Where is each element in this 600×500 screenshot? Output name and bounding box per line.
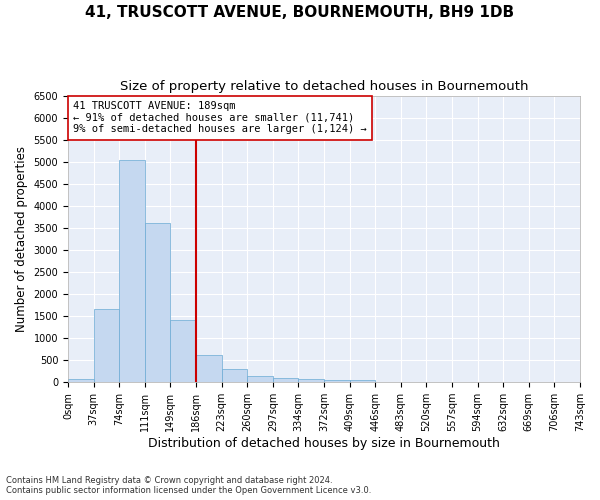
Text: 41, TRUSCOTT AVENUE, BOURNEMOUTH, BH9 1DB: 41, TRUSCOTT AVENUE, BOURNEMOUTH, BH9 1D… [85, 5, 515, 20]
Bar [94, 310, 119, 382]
Bar [68, 379, 94, 382]
Text: 41 TRUSCOTT AVENUE: 189sqm
← 91% of detached houses are smaller (11,741)
9% of s: 41 TRUSCOTT AVENUE: 189sqm ← 91% of deta… [73, 102, 367, 134]
Bar [350, 380, 375, 382]
Bar [273, 378, 298, 382]
Title: Size of property relative to detached houses in Bournemouth: Size of property relative to detached ho… [120, 80, 528, 93]
Bar [170, 320, 196, 382]
Bar [196, 355, 221, 382]
Y-axis label: Number of detached properties: Number of detached properties [15, 146, 28, 332]
Bar [298, 379, 324, 382]
Bar [221, 370, 247, 382]
Bar [247, 376, 273, 382]
Bar [119, 160, 145, 382]
Text: Contains HM Land Registry data © Crown copyright and database right 2024.
Contai: Contains HM Land Registry data © Crown c… [6, 476, 371, 495]
Bar [145, 224, 170, 382]
X-axis label: Distribution of detached houses by size in Bournemouth: Distribution of detached houses by size … [148, 437, 500, 450]
Bar [324, 380, 350, 382]
